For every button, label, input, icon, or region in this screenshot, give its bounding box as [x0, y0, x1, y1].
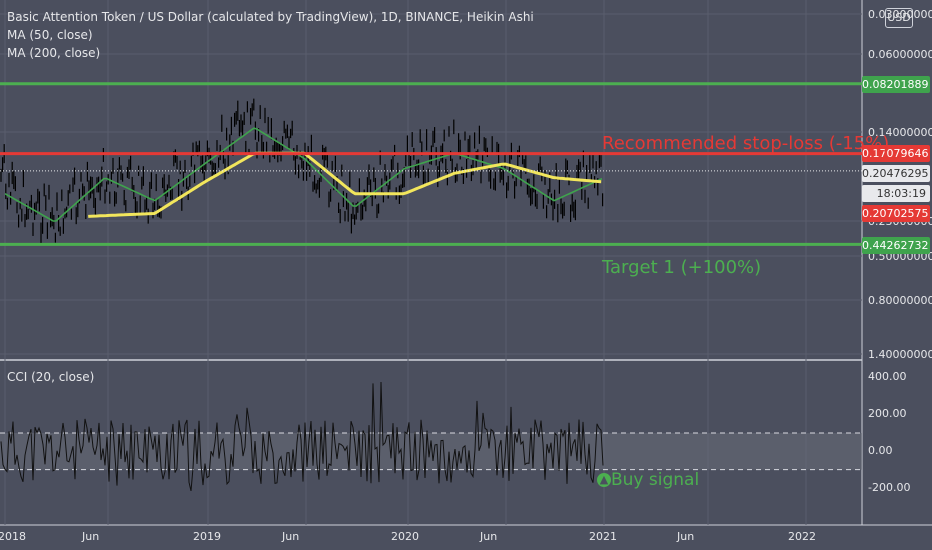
arrow-up-circle-icon: ▲: [597, 473, 611, 487]
price-tick: 0.06000000: [868, 48, 932, 61]
symbol-title[interactable]: Basic Attention Token / US Dollar (calcu…: [7, 10, 534, 24]
cci-legend[interactable]: CCI (20, close): [7, 370, 95, 384]
time-tick: Jun: [82, 530, 100, 543]
target-annotation: Target 1 (+100%): [602, 257, 762, 278]
price-tick: 0.03000000: [868, 8, 932, 21]
cci-line: [0, 381, 604, 492]
buy-signal-label: Buy signal: [611, 470, 700, 490]
stop-loss-badge: 0.17079646: [862, 145, 930, 162]
time-tick: 2021: [589, 530, 617, 543]
countdown-badge: 18:03:19: [862, 185, 930, 202]
cci-tick: 0.00: [868, 444, 893, 457]
target-badge: 0.44262732: [862, 237, 930, 254]
level-badge-top: 0.08201889: [862, 76, 930, 93]
time-tick: 2018: [0, 530, 26, 543]
time-tick: Jun: [282, 530, 300, 543]
buy-signal-annotation: ▲ Buy signal: [597, 470, 699, 490]
time-tick: Jun: [480, 530, 498, 543]
currency-button[interactable]: USD: [885, 8, 913, 28]
ma200-line: [88, 151, 602, 218]
current-price-badge: 0.20476295: [862, 165, 930, 182]
price-tick: 0.14000000: [868, 126, 932, 139]
ma50-line: [4, 127, 603, 222]
chart-legend: Basic Attention Token / US Dollar (calcu…: [7, 8, 534, 62]
time-tick: 2022: [788, 530, 816, 543]
time-tick: 2019: [193, 530, 221, 543]
red-price-badge: 0.20702575: [862, 205, 930, 222]
cci-tick: 400.00: [868, 370, 907, 383]
ma200-legend[interactable]: MA (200, close): [7, 46, 101, 60]
cci-tick: -200.00: [868, 481, 911, 494]
price-tick: 0.80000000: [868, 294, 932, 307]
stop-loss-annotation: Recommended stop-loss (-15%): [602, 133, 890, 154]
time-tick: 2020: [391, 530, 419, 543]
price-tick: 1.40000000: [868, 348, 932, 361]
cci-tick: 200.00: [868, 407, 907, 420]
ma50-legend[interactable]: MA (50, close): [7, 28, 93, 42]
time-tick: Jun: [677, 530, 695, 543]
